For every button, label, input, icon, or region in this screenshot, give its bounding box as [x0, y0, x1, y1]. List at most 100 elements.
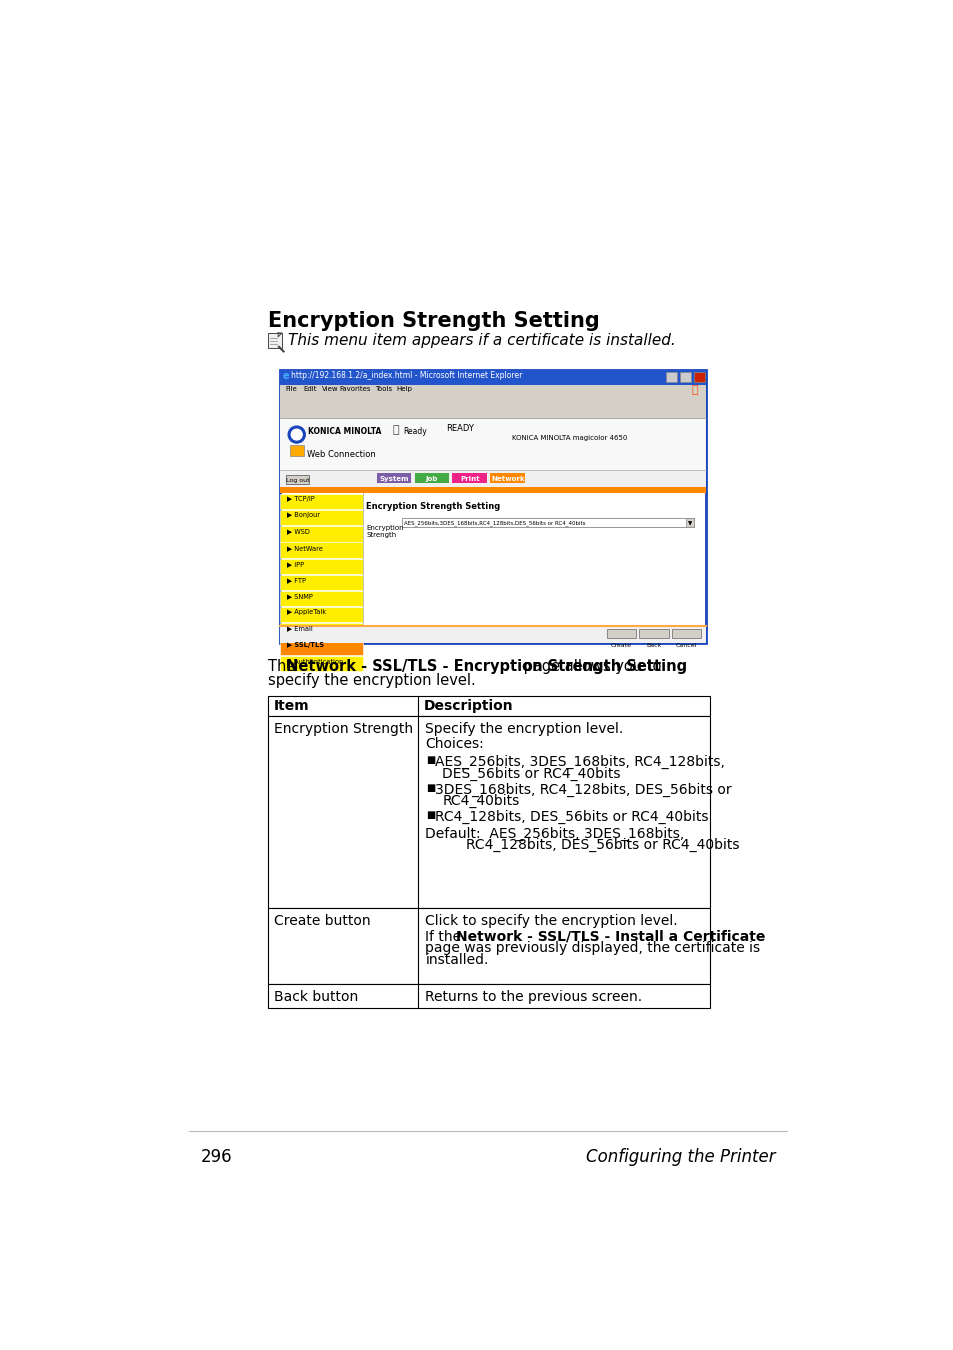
Text: AES_256bits,3DES_168bits,RC4_128bits,DES_56bits or RC4_40bits: AES_256bits,3DES_168bits,RC4_128bits,DES…	[403, 520, 584, 525]
Text: File: File	[286, 386, 297, 391]
Text: KONICA MINOLTA magicolor 4650: KONICA MINOLTA magicolor 4650	[512, 435, 627, 440]
Bar	[490, 472, 525, 483]
Text: http://192.168.1.2/a_index.html - Microsoft Internet Explorer: http://192.168.1.2/a_index.html - Micros…	[291, 371, 521, 381]
Bar	[279, 543, 363, 558]
Text: Job: Job	[425, 477, 437, 482]
Text: The: The	[268, 659, 300, 674]
Text: ▶ Bonjour: ▶ Bonjour	[287, 513, 320, 518]
Text: Encryption Strength Setting: Encryption Strength Setting	[366, 502, 500, 512]
Text: Cancel: Cancel	[675, 643, 697, 648]
Text: Encryption
Strength: Encryption Strength	[366, 525, 404, 539]
Text: ▶ SNMP: ▶ SNMP	[287, 593, 313, 599]
Bar	[279, 591, 363, 606]
Bar	[665, 373, 677, 382]
Text: Print: Print	[459, 477, 479, 482]
Text: 3DES_168bits, RC4_128bits, DES_56bits or: 3DES_168bits, RC4_128bits, DES_56bits or	[435, 783, 731, 796]
Bar	[279, 370, 705, 385]
Text: KONICA MINOLTA: KONICA MINOLTA	[308, 427, 381, 436]
Text: ▶ FTP: ▶ FTP	[287, 576, 306, 583]
Bar	[679, 373, 691, 382]
Text: specify the encryption level.: specify the encryption level.	[268, 672, 476, 687]
Bar	[279, 559, 363, 574]
Text: ▶ Email: ▶ Email	[287, 625, 313, 632]
Text: Item: Item	[274, 699, 310, 713]
Bar	[402, 518, 693, 526]
Text: ▶ IPP: ▶ IPP	[287, 560, 304, 567]
Text: page was previously displayed, the certificate is: page was previously displayed, the certi…	[425, 941, 760, 956]
Text: ■: ■	[426, 755, 435, 765]
Text: READY: READY	[446, 424, 474, 433]
Bar	[279, 656, 363, 671]
Bar	[279, 494, 363, 509]
Text: Edit: Edit	[303, 386, 316, 391]
Text: ▶ NetWare: ▶ NetWare	[287, 544, 323, 551]
Bar	[279, 626, 705, 643]
Bar	[268, 984, 709, 1008]
Text: 296: 296	[200, 1148, 232, 1165]
Bar	[639, 629, 668, 637]
Text: page allows you to: page allows you to	[518, 659, 660, 674]
Bar	[279, 526, 363, 541]
Text: Network - SSL/TLS - Encryption Strength Setting: Network - SSL/TLS - Encryption Strength …	[286, 659, 686, 674]
Text: Click to specify the encryption level.: Click to specify the encryption level.	[425, 914, 678, 929]
Text: ■: ■	[426, 783, 435, 792]
Text: Tools: Tools	[375, 386, 392, 391]
Text: RC4_128bits, DES_56bits or RC4_40bits: RC4_128bits, DES_56bits or RC4_40bits	[465, 838, 739, 852]
Bar	[280, 418, 704, 470]
Bar	[279, 417, 705, 470]
Bar	[268, 333, 282, 348]
Text: Back button: Back button	[274, 990, 358, 1004]
Text: ■: ■	[426, 810, 435, 821]
Text: ▶ WSD: ▶ WSD	[287, 528, 310, 535]
Text: Default:  AES_256bits, 3DES_168bits,: Default: AES_256bits, 3DES_168bits,	[425, 826, 684, 841]
Text: This menu item appears if a certificate is installed.: This menu item appears if a certificate …	[288, 333, 676, 348]
Text: RC4_128bits, DES_56bits or RC4_40bits: RC4_128bits, DES_56bits or RC4_40bits	[435, 810, 708, 825]
Bar	[268, 695, 709, 716]
Text: Web Connection: Web Connection	[307, 450, 375, 459]
Text: Encryption Strength: Encryption Strength	[274, 722, 413, 736]
Text: Encryption Strength Setting: Encryption Strength Setting	[268, 310, 599, 331]
Text: Description: Description	[423, 699, 513, 713]
Text: ▶ Authentication: ▶ Authentication	[287, 657, 343, 664]
Text: Returns to the previous screen.: Returns to the previous screen.	[425, 990, 641, 1004]
Text: Configuring the Printer: Configuring the Printer	[585, 1148, 775, 1165]
Bar	[693, 373, 704, 382]
Bar	[685, 518, 693, 526]
Text: 🖨: 🖨	[392, 424, 398, 435]
Text: ▶ AppleTalk: ▶ AppleTalk	[287, 609, 326, 616]
Text: If the: If the	[425, 930, 465, 944]
Bar	[286, 475, 309, 483]
Text: 🪟: 🪟	[691, 385, 698, 396]
Bar	[415, 472, 449, 483]
Circle shape	[288, 427, 305, 443]
Bar	[279, 406, 705, 417]
Text: Choices:: Choices:	[425, 737, 483, 751]
Text: Create button: Create button	[274, 914, 371, 929]
Text: Favorites: Favorites	[339, 386, 371, 391]
Text: Create: Create	[610, 643, 631, 648]
Bar	[268, 909, 709, 984]
Bar	[279, 396, 705, 406]
Text: RC4_40bits: RC4_40bits	[442, 794, 519, 809]
Text: ▶ SSL/TLS: ▶ SSL/TLS	[287, 641, 324, 648]
Text: DES_56bits or RC4_40bits: DES_56bits or RC4_40bits	[442, 767, 620, 780]
Bar	[279, 487, 705, 493]
Text: Network: Network	[491, 477, 524, 482]
Text: Specify the encryption level.: Specify the encryption level.	[425, 722, 623, 736]
Bar	[376, 472, 411, 483]
Bar	[279, 608, 363, 622]
Text: System: System	[379, 477, 408, 482]
Text: ▶ TCP/IP: ▶ TCP/IP	[287, 497, 314, 502]
Text: AES_256bits, 3DES_168bits, RC4_128bits,: AES_256bits, 3DES_168bits, RC4_128bits,	[435, 755, 724, 770]
Bar	[452, 472, 487, 483]
Bar	[279, 470, 705, 487]
Bar	[671, 629, 700, 637]
Text: View: View	[321, 386, 337, 391]
Text: e: e	[282, 371, 289, 381]
Text: installed.: installed.	[425, 953, 488, 967]
Bar	[606, 629, 636, 637]
Text: Back: Back	[645, 643, 661, 648]
Text: Ready: Ready	[403, 427, 427, 436]
Text: Network - SSL/TLS - Install a Certificate: Network - SSL/TLS - Install a Certificat…	[456, 930, 764, 944]
Text: ▼: ▼	[687, 521, 691, 525]
